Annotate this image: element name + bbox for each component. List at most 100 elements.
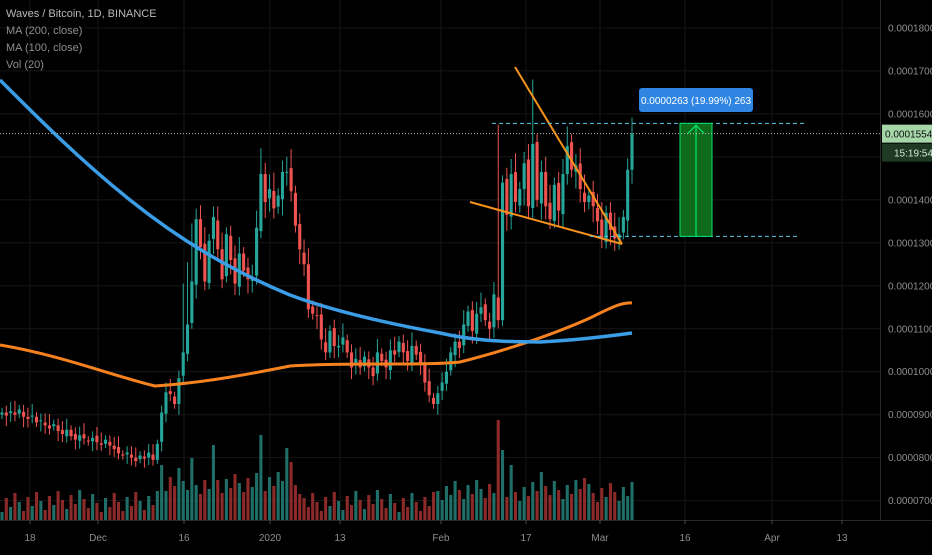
volume-bar [147,496,151,520]
volume-bar [332,492,336,520]
x-tick-label: Apr [764,533,780,544]
measure-label: 0.0000263 (19.99%) 263 [641,96,752,107]
volume-bar [410,493,414,520]
volume-bar [608,483,612,520]
volume-bar [535,491,539,520]
volume-bar [220,493,224,520]
candle [95,435,99,443]
candle [104,439,108,444]
volume-bar [444,486,449,520]
volume-bar [440,500,444,520]
volume-bar [285,448,289,520]
volume-bar [315,502,319,520]
volume-bar [574,480,578,520]
wedge-lower-line [469,201,623,245]
candle [34,416,39,423]
volume-bar [86,508,90,520]
volume-bar [134,492,138,520]
volume-bar [73,504,77,520]
candle [263,174,267,202]
volume-bar [30,506,34,520]
candle [125,452,129,455]
candle [401,343,405,353]
candle [177,378,181,404]
volume-bar [630,482,634,520]
volume-bar [483,498,487,520]
candle [259,174,263,232]
candle [557,182,561,211]
volume-bar [384,508,388,520]
candle [17,409,21,414]
candle [544,171,548,207]
volume-bar [570,494,574,520]
volume-bar [488,484,492,520]
candle [332,328,336,346]
candle [138,455,142,460]
candle [151,454,155,460]
candle [289,168,293,192]
x-tick-label: 16 [679,533,691,544]
volume-bar [358,500,362,520]
volume-bar [104,498,108,520]
indicator-ma100[interactable]: MA (100, close) [6,42,83,54]
candle [13,412,17,415]
volume-bar [423,497,427,520]
volume-bar [319,511,323,520]
volume-bar [280,481,285,520]
y-tick-label: 0.0001400 [888,195,932,206]
candle [280,171,285,200]
candle [142,456,146,459]
volume-bar [401,498,405,520]
candle [518,189,522,206]
y-tick-label: 0.0001200 [888,281,932,292]
volume-bar [419,511,423,520]
countdown-value: 15:19:54 [894,149,932,160]
candle [440,382,444,391]
volume-bar [211,445,215,520]
volume-bar [129,506,134,520]
candle [539,171,543,204]
candle [319,314,323,340]
countdown-tag [882,143,932,162]
candle [354,358,358,365]
candle [328,330,332,353]
candle [388,350,392,371]
volume-bar [155,491,159,520]
volume-bar [578,489,582,520]
volume-bar [457,490,461,520]
candle [436,393,440,404]
candle [496,297,500,321]
candle [293,193,297,226]
indicator-ma200[interactable]: MA (200, close) [6,25,83,37]
current-price-value: 0.0001554 [885,130,932,141]
volume-bar [82,499,86,520]
candle [168,391,172,395]
volume-bar [591,493,595,520]
candle [203,243,207,282]
candle [444,371,449,384]
ma100-line [0,78,633,344]
candle [466,311,470,326]
volume-bar [237,483,241,520]
candle [91,437,95,442]
volume-bar [475,480,479,520]
candle [194,219,198,285]
candle [229,235,233,260]
candle [513,172,518,202]
candle [211,217,215,239]
candle [362,356,367,367]
volume-bar [548,495,552,520]
candle [324,342,328,353]
volume-bar [375,490,379,520]
volume-bar [108,507,112,520]
volume-bar [600,488,604,520]
symbol-title[interactable]: Waves / Bitcoin, 1D, BINANCE [6,8,157,20]
indicator-volume[interactable]: Vol (20) [6,59,44,71]
candle [427,381,431,396]
volume-bar [60,500,64,520]
volume-bar [116,502,121,520]
y-tick-label: 0.0001100 [888,324,932,335]
